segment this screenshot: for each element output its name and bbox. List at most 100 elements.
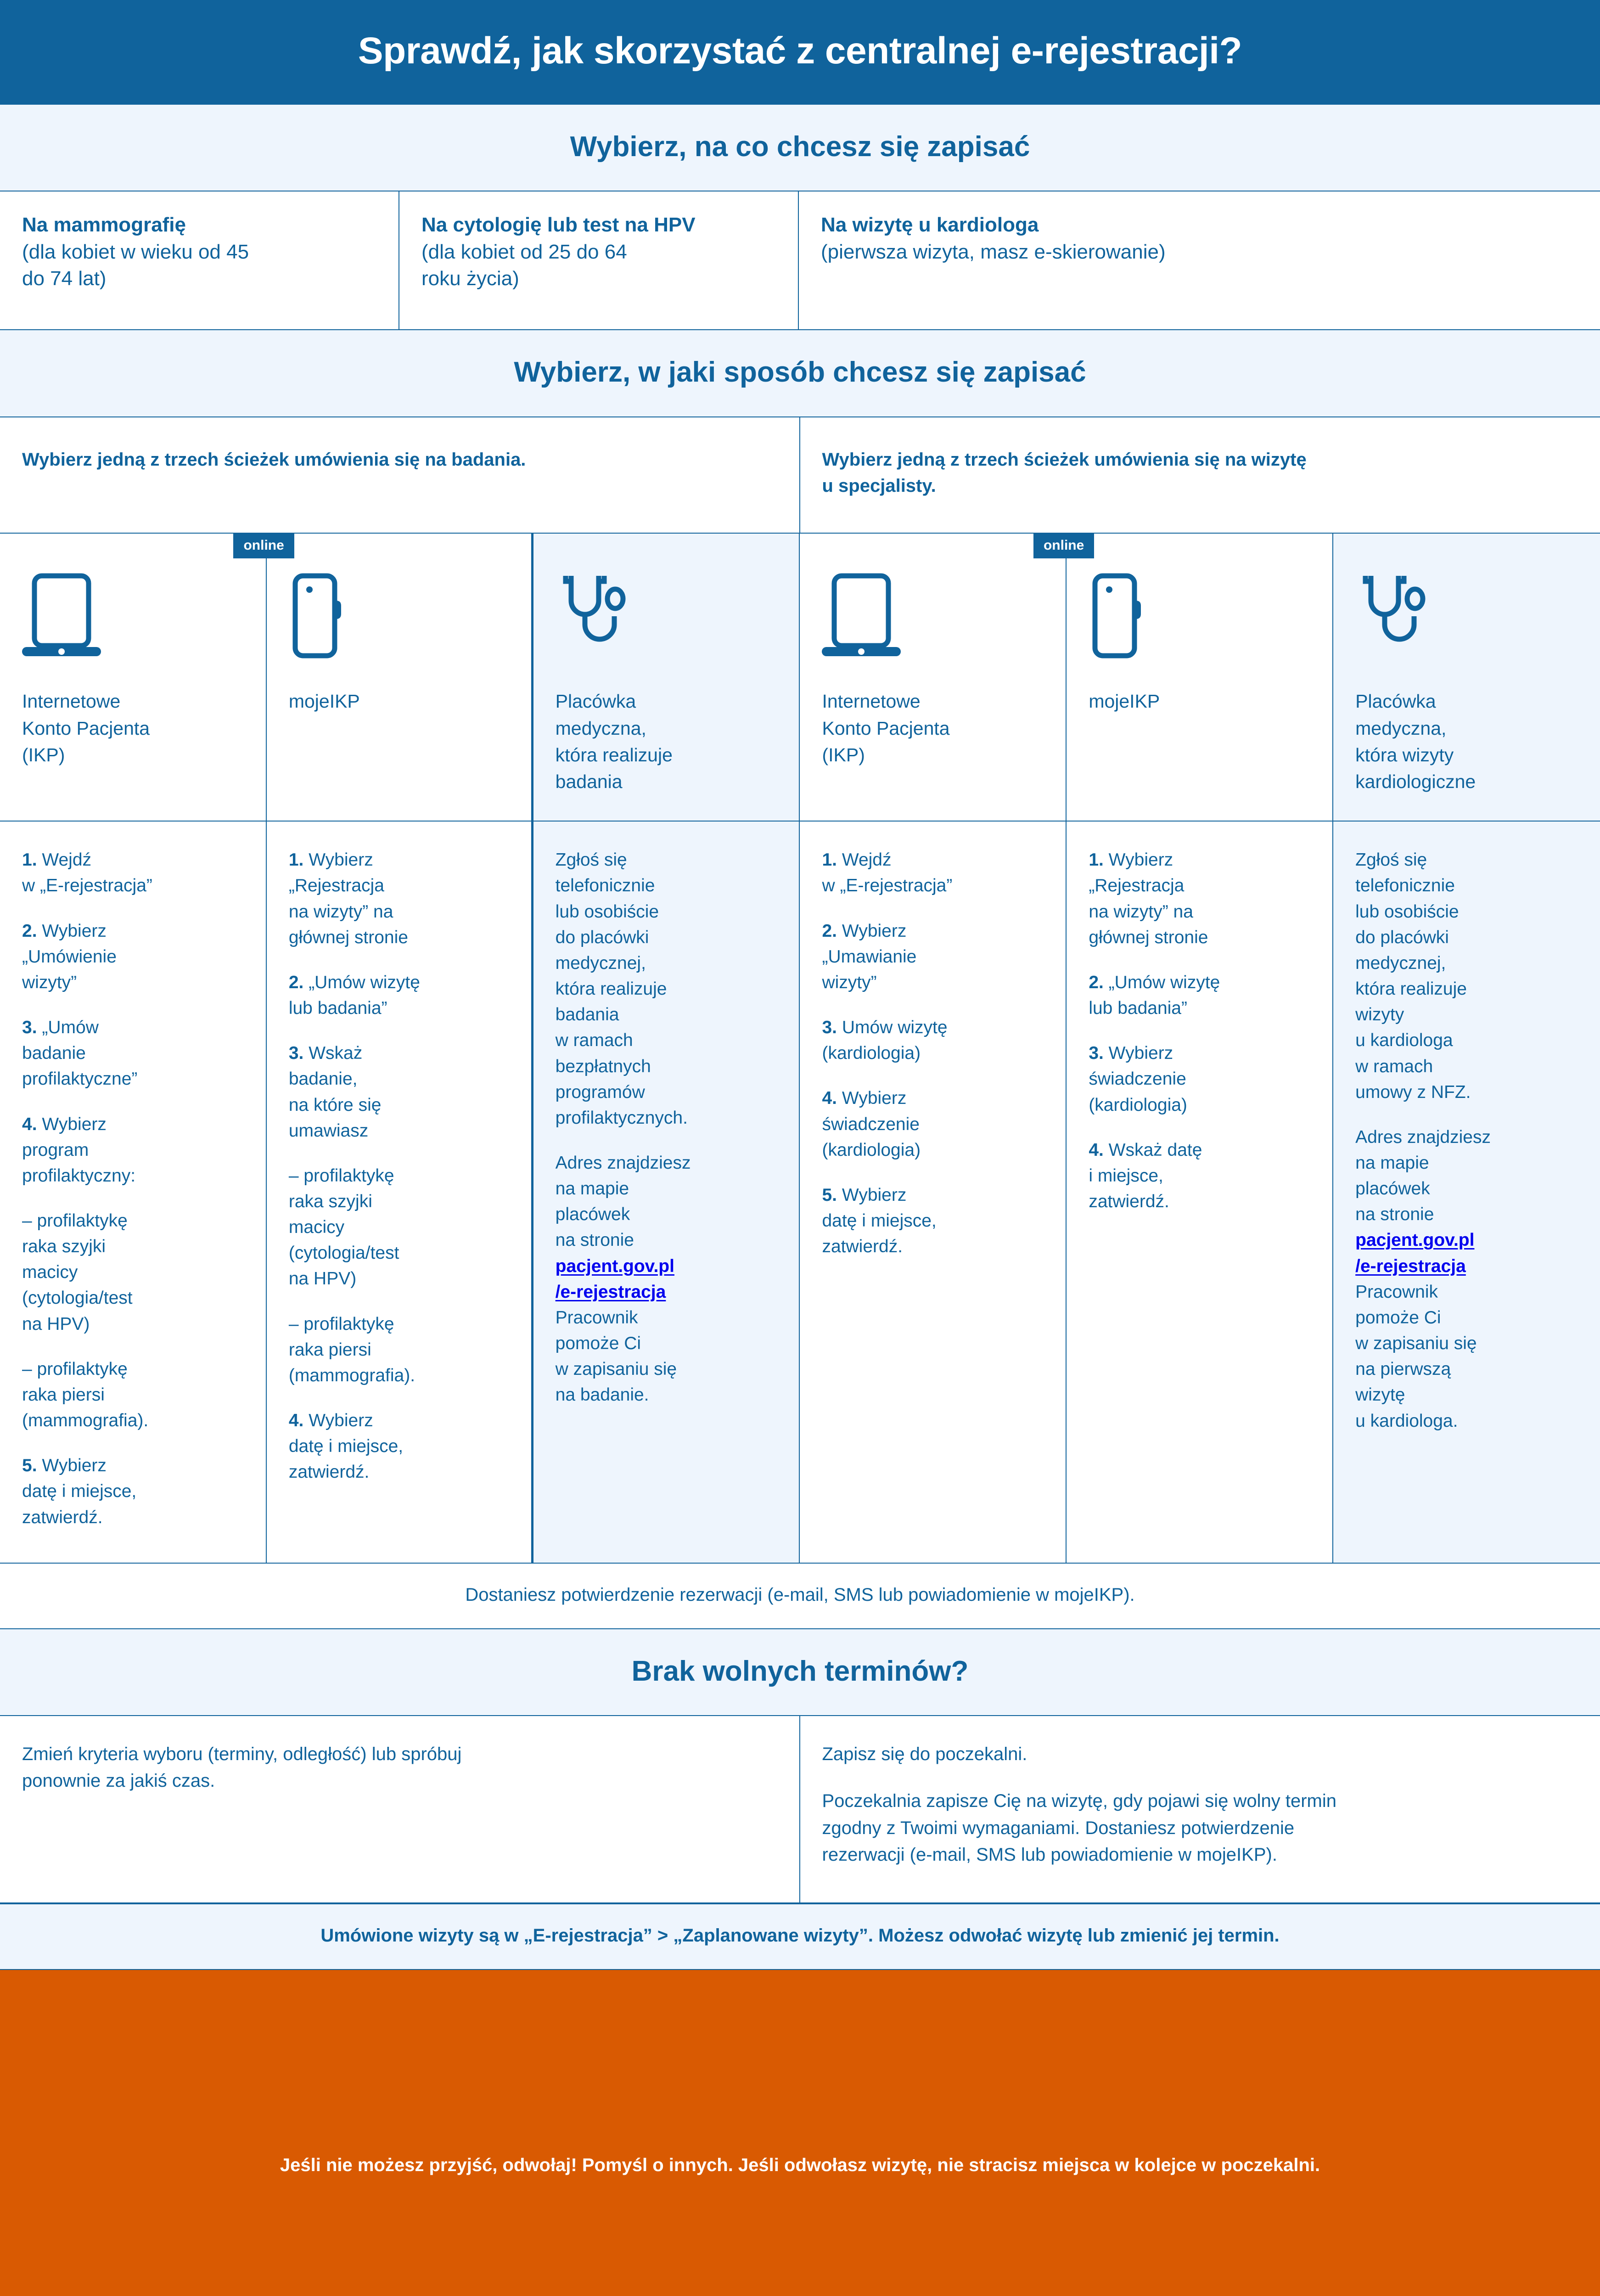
booking-type-title: Na wizytę u kardiologa xyxy=(821,214,1039,236)
confirmation-strip: Dostaniesz potwierdzenie rezerwacji (e-m… xyxy=(0,1563,1600,1629)
step-text: profilaktykę raka piersi (mammografia). xyxy=(22,1359,149,1431)
booking-type-kardiolog[interactable]: Na wizytę u kardiologa (pierwsza wizyta,… xyxy=(799,191,1600,330)
step-text: profilaktykę raka piersi (mammografia). xyxy=(288,1314,415,1385)
no-slots-heading: Brak wolnych terminów? xyxy=(631,1655,969,1687)
step-bullet: – profilaktykę raka szyjki macicy (cytol… xyxy=(289,1163,513,1292)
step-item: 3. „Umów badanie profilaktyczne” xyxy=(22,1015,247,1092)
steps-row: 1. Wejdź w „E-rejestracja” 2. Wybierz „U… xyxy=(0,822,1600,1564)
pacjent-gov-pl-link[interactable]: pacjent.gov.pl /e-rejestracja xyxy=(1355,1230,1475,1276)
step-item: 4. Wskaż datę i miejsce, zatwierdź. xyxy=(1089,1137,1314,1215)
mobile-phone-icon xyxy=(289,568,511,659)
pacjent-gov-pl-link[interactable]: pacjent.gov.pl /e-rejestracja xyxy=(555,1256,674,1302)
manage-appointments-note: Umówione wizyty są w „E-rejestracja” > „… xyxy=(0,1903,1600,1970)
step-item: 2. Wybierz „Umówienie wizyty” xyxy=(22,918,247,996)
step-text: Wybierz program profilaktyczny: xyxy=(22,1114,136,1186)
no-slots-row: Zmień kryteria wyboru (terminy, odległoś… xyxy=(0,1716,1600,1903)
section-heading-what-to-book: Wybierz, na co chcesz się zapisać xyxy=(0,105,1600,192)
cancellation-footer-text: Jeśli nie możesz przyjść, odwołaj! Pomyś… xyxy=(280,2155,1320,2176)
step-item: 1. Wybierz „Rejestracja na wizyty” na gł… xyxy=(289,847,513,951)
step-number: 3. xyxy=(1089,1043,1104,1064)
booking-type-subtitle: (dla kobiet od 25 do 64 roku życia) xyxy=(421,240,627,290)
step-text: Wejdź w „E-rejestracja” xyxy=(22,850,152,896)
section-heading-how-to-book: Wybierz, w jaki sposób chcesz się zapisa… xyxy=(0,330,1600,417)
step-number: 3. xyxy=(22,1018,37,1038)
step-item: 2. Wybierz „Umawianie wizyty” xyxy=(822,918,1047,996)
channel-placowka-badania[interactable]: Placówka medyczna, która realizuje badan… xyxy=(533,534,800,821)
step-text: Wybierz datę i miejsce, zatwierdź. xyxy=(288,1411,404,1482)
bullet-dash: – xyxy=(22,1359,32,1379)
placowka-address-paragraph: Adres znajdziesz na mapie placówek na st… xyxy=(556,1150,781,1408)
channel-mojeikp-kardiolog[interactable]: mojeIKP xyxy=(1067,534,1334,821)
step-item: 1. Wejdź w „E-rejestracja” xyxy=(822,847,1047,899)
bullet-dash: – xyxy=(288,1165,299,1186)
channel-placowka-kardiolog[interactable]: Placówka medyczna, która wizyty kardiolo… xyxy=(1333,534,1600,821)
paths-intro-row: Wybierz jedną z trzech ścieżek umówienia… xyxy=(0,417,1600,534)
step-text: Wejdź w „E-rejestracja” xyxy=(822,850,953,896)
step-number: 2. xyxy=(288,972,304,992)
step-text: Wskaż datę i miejsce, zatwierdź. xyxy=(1089,1140,1202,1211)
channel-mojeikp-badania[interactable]: mojeIKP xyxy=(266,534,533,821)
step-text: „Umów badanie profilaktyczne” xyxy=(22,1018,138,1089)
step-number: 1. xyxy=(288,850,304,870)
step-bullet: – profilaktykę raka piersi (mammografia)… xyxy=(289,1311,513,1389)
steps-mojeikp-kardiolog: 1. Wybierz „Rejestracja na wizyty” na gł… xyxy=(1067,822,1334,1563)
step-number: 5. xyxy=(22,1456,37,1476)
mobile-phone-icon xyxy=(1089,568,1312,659)
address-text-after: Pracownik pomoże Ci w zapisaniu się na b… xyxy=(555,1307,677,1405)
page-title: Sprawdź, jak skorzystać z centralnej e-r… xyxy=(358,30,1242,72)
placowka-address-paragraph: Adres znajdziesz na mapie placówek na st… xyxy=(1355,1125,1582,1434)
waiting-room-title: Zapisz się do poczekalni. xyxy=(822,1744,1027,1764)
step-text: Wybierz „Rejestracja na wizyty” na główn… xyxy=(1089,850,1208,947)
booking-type-mammografia[interactable]: Na mammografię (dla kobiet w wieku od 45… xyxy=(0,191,399,330)
step-number: 4. xyxy=(288,1411,304,1431)
steps-placowka-badania: Zgłoś się telefonicznie lub osobiście do… xyxy=(533,822,800,1563)
step-number: 1. xyxy=(22,850,37,870)
step-text: Wybierz datę i miejsce, zatwierdź. xyxy=(822,1185,937,1257)
how-to-book-heading: Wybierz, w jaki sposób chcesz się zapisa… xyxy=(514,356,1086,388)
step-item: 3. Wskaż badanie, na które się umawiasz xyxy=(289,1041,513,1144)
booking-type-title: Na mammografię xyxy=(22,214,186,236)
what-to-book-heading: Wybierz, na co chcesz się zapisać xyxy=(570,131,1030,163)
channel-label: Placówka medyczna, która wizyty kardiolo… xyxy=(1355,691,1476,793)
channel-label: Placówka medyczna, która realizuje badan… xyxy=(555,691,673,793)
step-item: 1. Wybierz „Rejestracja na wizyty” na gł… xyxy=(1089,847,1314,951)
channel-label: mojeIKP xyxy=(1089,691,1160,712)
step-text: Wybierz datę i miejsce, zatwierdź. xyxy=(22,1456,137,1527)
step-number: 1. xyxy=(1089,850,1104,870)
paths-intro-specjalista: Wybierz jedną z trzech ścieżek umówienia… xyxy=(800,417,1600,533)
steps-placowka-kardiolog: Zgłoś się telefonicznie lub osobiście do… xyxy=(1333,822,1600,1563)
address-text-after: Pracownik pomoże Ci w zapisaniu się na p… xyxy=(1355,1282,1477,1431)
step-number: 2. xyxy=(22,921,37,941)
step-text: „Umów wizytę lub badania” xyxy=(288,972,420,1019)
online-badge: online xyxy=(233,534,294,559)
no-slots-waiting-room: Zapisz się do poczekalni. Poczekalnia za… xyxy=(800,1716,1600,1902)
step-bullet: – profilaktykę raka szyjki macicy (cytol… xyxy=(22,1208,247,1337)
channel-ikp-kardiolog[interactable]: online Internetowe Konto Pacjenta (IKP) xyxy=(800,534,1095,821)
booking-type-cytologia-hpv[interactable]: Na cytologię lub test na HPV (dla kobiet… xyxy=(399,191,799,330)
channel-ikp-badania[interactable]: online Internetowe Konto Pacjenta (IKP) xyxy=(0,534,294,821)
step-text: „Umów wizytę lub badania” xyxy=(1089,972,1220,1019)
channels-row: online Internetowe Konto Pacjenta (IKP) … xyxy=(0,534,1600,822)
steps-mojeikp-badania: 1. Wybierz „Rejestracja na wizyty” na gł… xyxy=(266,822,533,1563)
laptop-icon xyxy=(22,568,246,659)
stethoscope-icon xyxy=(1355,568,1580,659)
cancellation-footer: Jeśli nie możesz przyjść, odwołaj! Pomyś… xyxy=(0,1970,1600,2296)
step-number: 2. xyxy=(822,921,837,941)
stethoscope-icon xyxy=(556,568,779,659)
step-number: 3. xyxy=(288,1043,304,1064)
online-badge: online xyxy=(1033,534,1095,559)
waiting-room-text: Poczekalnia zapisze Cię na wizytę, gdy p… xyxy=(822,1791,1337,1865)
step-item: 4. Wybierz datę i miejsce, zatwierdź. xyxy=(289,1408,513,1485)
step-item: 1. Wejdź w „E-rejestracja” xyxy=(22,847,247,899)
channel-label: mojeIKP xyxy=(288,691,360,712)
channel-label: Internetowe Konto Pacjenta (IKP) xyxy=(22,691,150,765)
step-number: 1. xyxy=(822,850,837,870)
step-text: Wskaż badanie, na które się umawiasz xyxy=(288,1043,382,1141)
channel-label: Internetowe Konto Pacjenta (IKP) xyxy=(822,691,950,765)
steps-ikp-kardiolog: 1. Wejdź w „E-rejestracja” 2. Wybierz „U… xyxy=(800,822,1067,1563)
paths-intro-badania: Wybierz jedną z trzech ścieżek umówienia… xyxy=(0,417,800,533)
step-text: Wybierz „Umówienie wizyty” xyxy=(22,921,117,992)
booking-type-row: Na mammografię (dla kobiet w wieku od 45… xyxy=(0,191,1600,331)
step-item: 2. „Umów wizytę lub badania” xyxy=(289,970,513,1021)
